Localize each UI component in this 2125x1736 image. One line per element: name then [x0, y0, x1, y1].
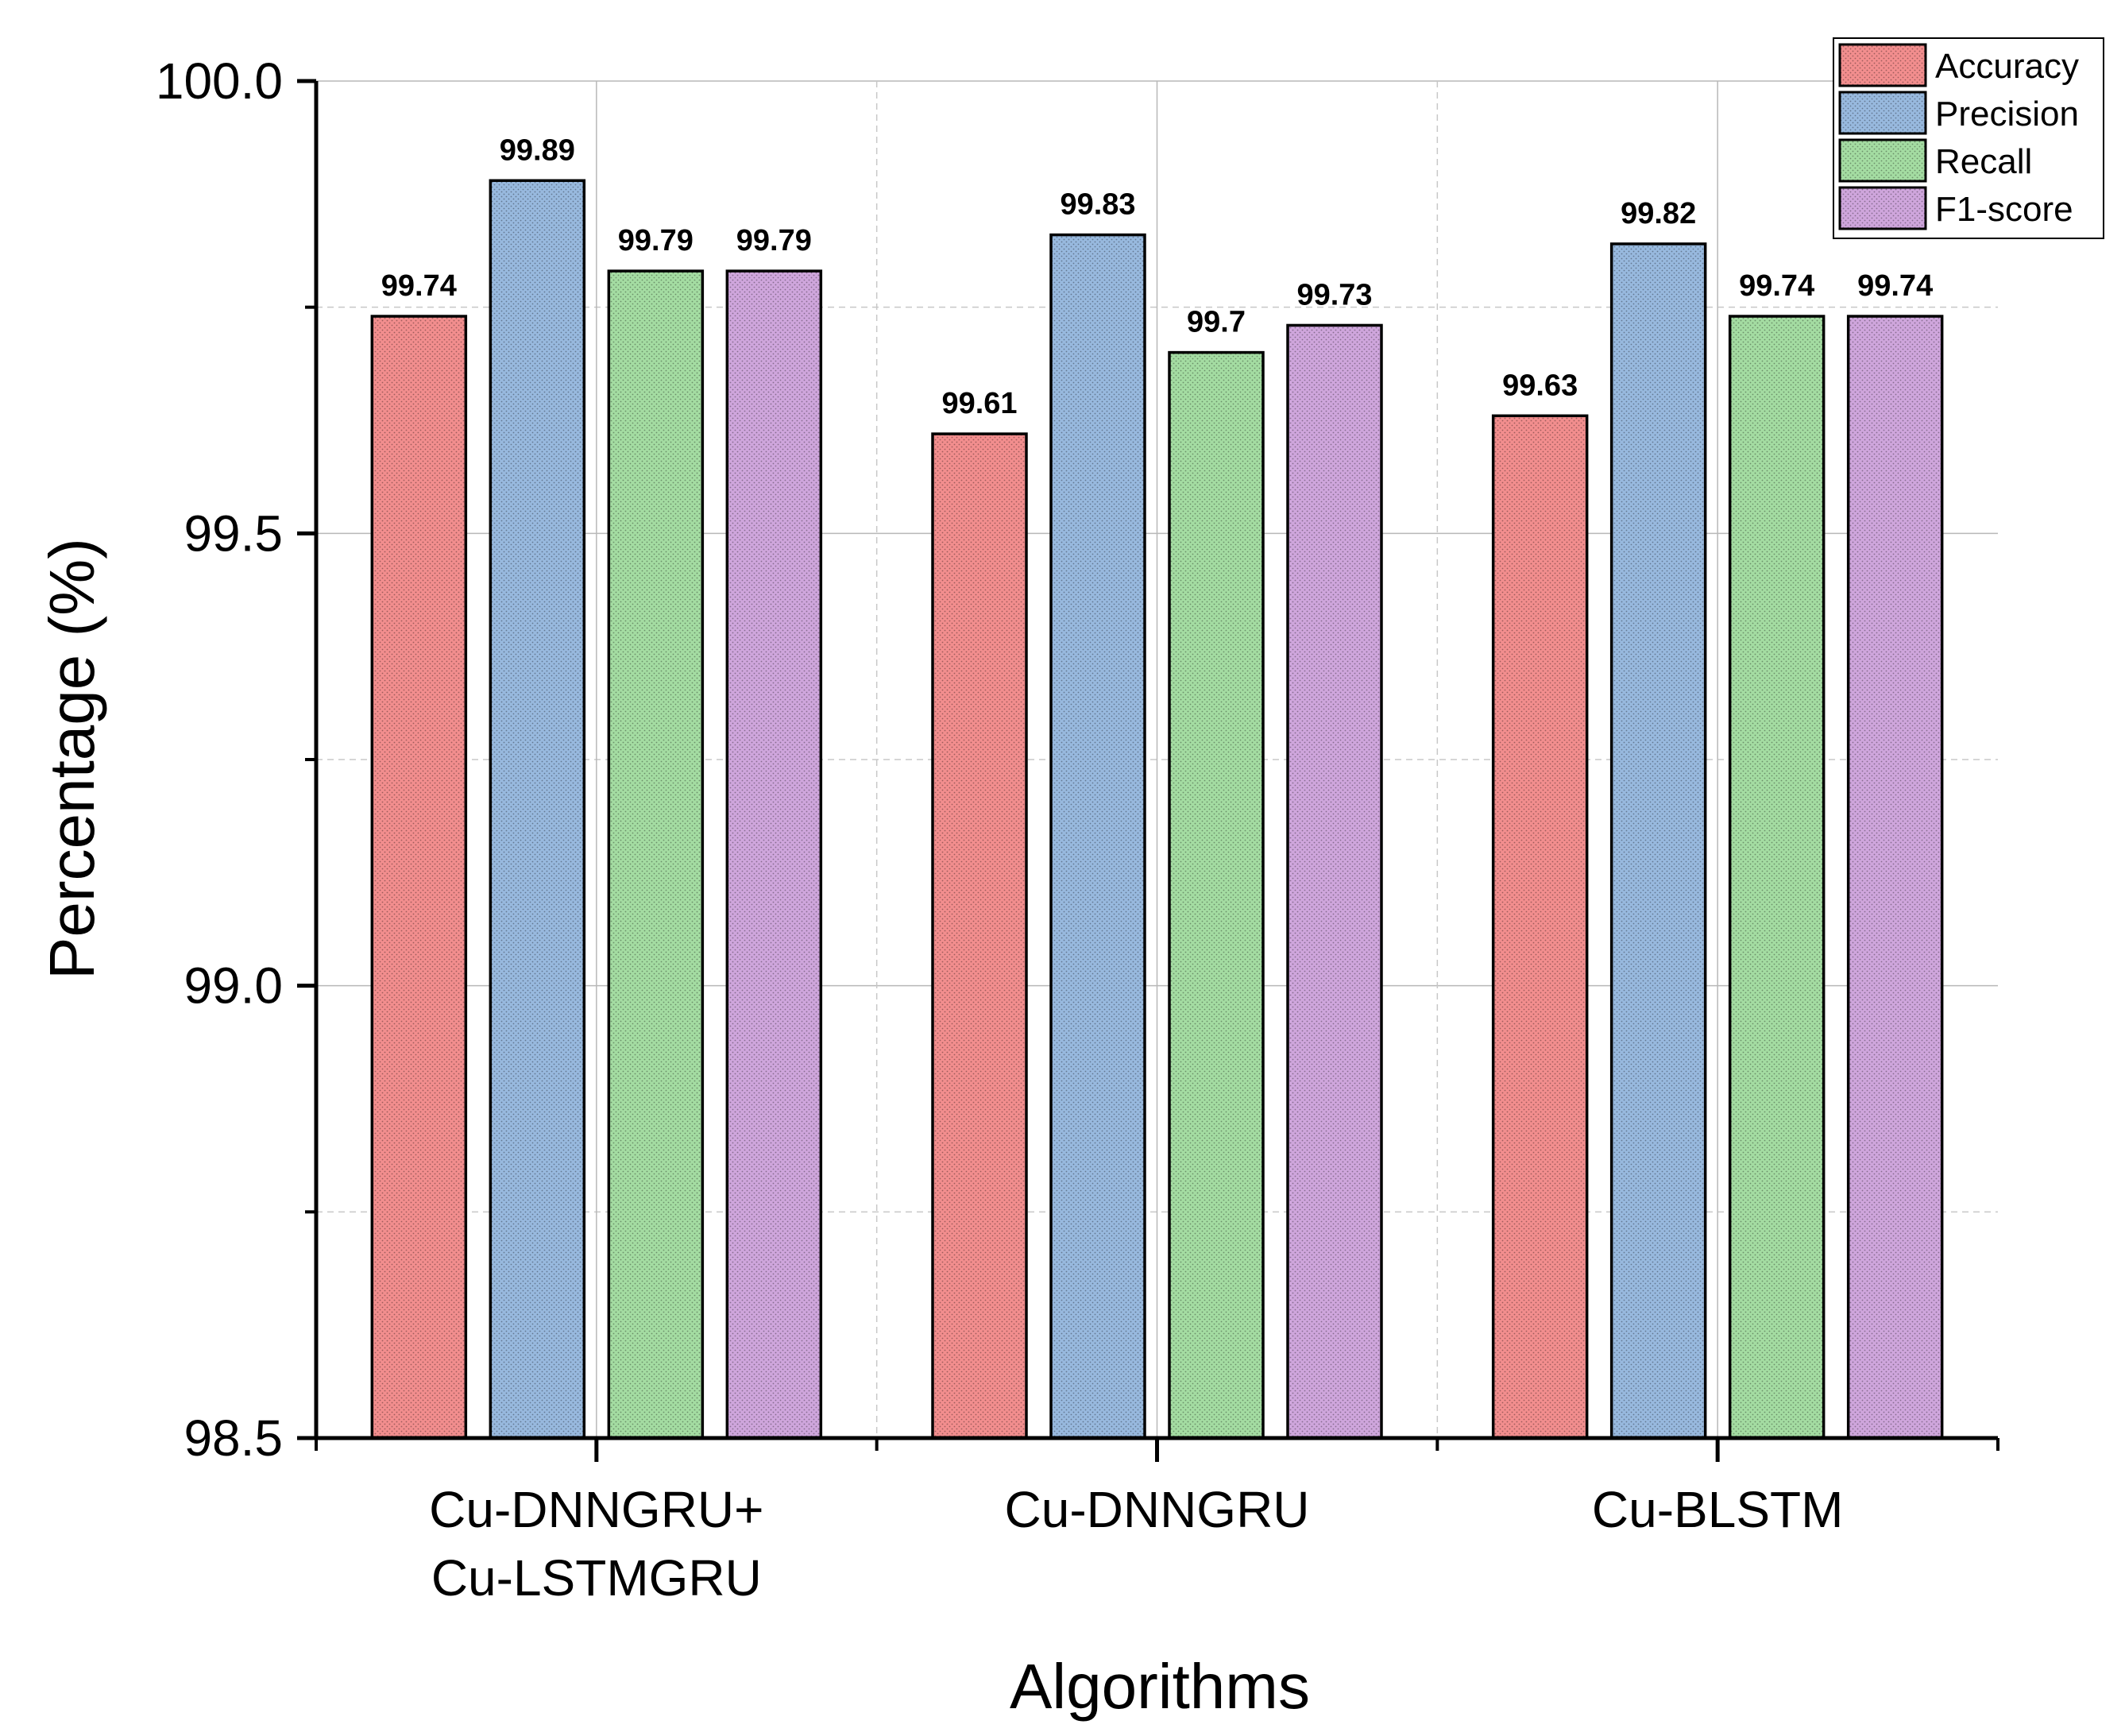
- y-tick-label: 99.0: [184, 957, 283, 1015]
- legend-label: F1-score: [1935, 190, 2073, 229]
- y-tick-label: 100.0: [156, 52, 283, 110]
- x-axis-title: Algorithms: [1010, 1651, 1310, 1722]
- data-label: 99.73: [1296, 278, 1372, 311]
- data-label: 99.7: [1187, 306, 1246, 339]
- bar-outline: [1609, 242, 1707, 1440]
- y-tick-label: 98.5: [184, 1409, 283, 1467]
- data-label: 99.74: [1739, 269, 1814, 303]
- bar-outline: [725, 269, 823, 1440]
- legend-label: Accuracy: [1935, 47, 2079, 86]
- data-label: 99.61: [941, 387, 1017, 420]
- bar-outline: [370, 315, 468, 1440]
- data-label: 99.74: [381, 269, 457, 303]
- x-tick-label: Cu-DNNGRU: [1005, 1481, 1310, 1538]
- bar-outline: [489, 179, 586, 1440]
- bars: [370, 179, 1944, 1440]
- data-label: 99.89: [500, 133, 575, 167]
- legend-label: Recall: [1935, 142, 2032, 181]
- y-axis-title: Percentage (%): [37, 538, 107, 980]
- data-label: 99.74: [1857, 269, 1933, 303]
- grid: [316, 80, 1998, 1438]
- bar-outline: [1168, 350, 1265, 1440]
- x-tick-label: Cu-BLSTM: [1592, 1481, 1844, 1538]
- bar-outline: [607, 269, 705, 1440]
- bar-outline: [1728, 315, 1826, 1440]
- data-label: 99.63: [1502, 369, 1578, 402]
- legend: Accuracy Precision Recall F1-score: [1833, 37, 2104, 239]
- x-tick-label: Cu-DNNGRU+: [429, 1481, 763, 1538]
- bar-outline: [931, 432, 1028, 1440]
- legend-swatch-outline: [1838, 43, 1927, 87]
- y-tick-label: 99.5: [184, 505, 283, 562]
- data-label: 99.83: [1060, 188, 1135, 222]
- bar-outline: [1286, 323, 1383, 1440]
- data-label: 99.82: [1621, 197, 1696, 230]
- legend-swatch-outline: [1838, 91, 1927, 135]
- legend-swatch-outline: [1838, 138, 1927, 183]
- x-tick-label: Cu-LSTMGRU: [431, 1549, 762, 1606]
- bar-outline: [1049, 233, 1146, 1440]
- data-label: 99.79: [618, 224, 694, 257]
- data-label: 99.79: [736, 224, 812, 257]
- legend-label: Precision: [1935, 95, 2079, 133]
- bar-outline: [1846, 315, 1944, 1440]
- legend-swatch-outline: [1838, 186, 1927, 230]
- axes: [297, 79, 1999, 1462]
- bar-outline: [1491, 414, 1589, 1440]
